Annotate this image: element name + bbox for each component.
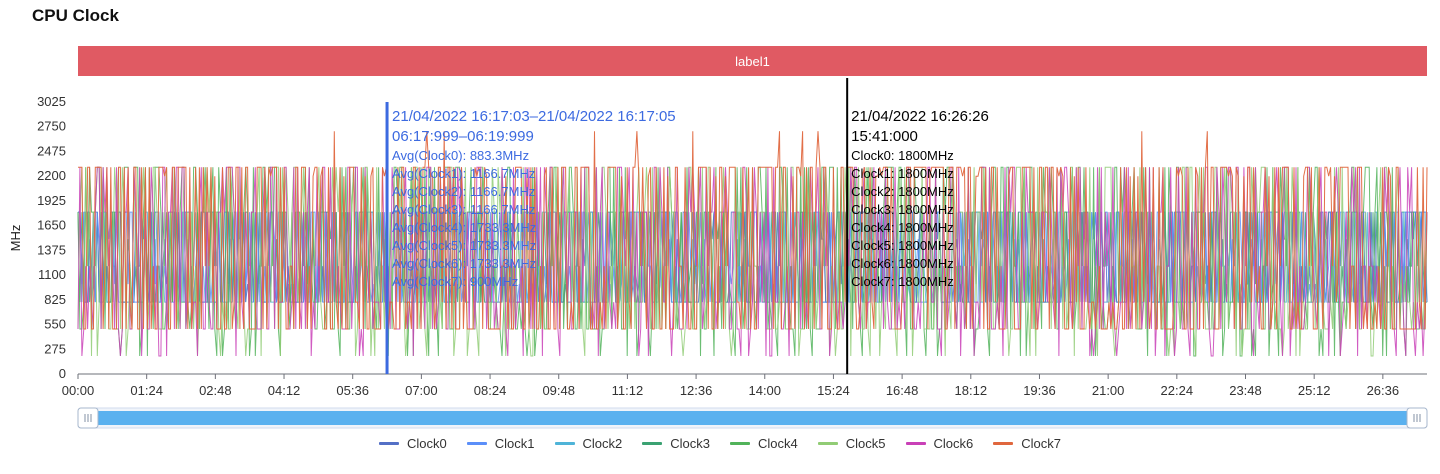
y-tick-label: 0: [59, 366, 66, 381]
x-tick-label: 12:36: [680, 383, 713, 398]
legend-swatch: [642, 442, 663, 445]
x-tick-label: 02:48: [199, 383, 232, 398]
x-tick-label: 04:12: [268, 383, 301, 398]
chart-title: CPU Clock: [32, 6, 119, 25]
y-tick-label: 2750: [37, 119, 66, 134]
y-tick-label: 1650: [37, 218, 66, 233]
legend-item-clock5[interactable]: Clock5: [817, 436, 886, 451]
legend-label: Clock0: [407, 436, 447, 451]
x-tick-label: 00:00: [62, 383, 95, 398]
y-tick-label: 825: [44, 292, 66, 307]
y-tick-label: 275: [44, 341, 66, 356]
range-annotation-item: Avg(Clock3): 1166.7MHz: [392, 202, 535, 217]
y-axis-label: MHz: [8, 225, 23, 252]
x-tick-label: 08:24: [474, 383, 507, 398]
legend-swatch: [379, 442, 399, 445]
legend-swatch: [730, 442, 750, 445]
range-annotation-item: Avg(Clock2): 1166.7MHz: [392, 184, 535, 199]
range-annotation-time: 21/04/2022 16:17:03–21/04/2022 16:17:05: [392, 108, 676, 125]
legend-label: Clock5: [845, 436, 886, 451]
x-tick-label: 16:48: [886, 383, 919, 398]
legend-item-clock4[interactable]: Clock4: [730, 436, 798, 451]
x-tick-label: 25:12: [1298, 383, 1331, 398]
x-tick-label: 07:00: [405, 383, 438, 398]
legend-item-clock0[interactable]: Clock0: [379, 436, 447, 451]
zoom-slider-fill: [88, 411, 1417, 425]
legend-item-clock7[interactable]: Clock7: [993, 436, 1061, 451]
x-tick-label: 05:36: [336, 383, 369, 398]
range-annotation-item: Avg(Clock4): 1733.3MHz: [392, 220, 536, 235]
point-annotation-time: 21/04/2022 16:26:26: [851, 108, 989, 125]
point-annotation-item: Clock0: 1800MHz: [851, 148, 954, 163]
chart-legend: Clock0 Clock1 Clock2 Clock3 Clock4 Clock5 Cloc…: [0, 436, 1440, 451]
point-annotation-item: Clock4: 1800MHz: [851, 220, 954, 235]
range-annotation-item: Avg(Clock6): 1733.3MHz: [392, 256, 536, 271]
point-annotation-item: Clock2: 1800MHz: [851, 184, 954, 199]
legend-swatch: [905, 442, 926, 445]
point-annotation-offset: 15:41:000: [851, 128, 918, 145]
x-tick-label: 14:00: [748, 383, 781, 398]
legend-label: Clock6: [933, 436, 974, 451]
legend-swatch: [554, 442, 575, 445]
legend-item-clock2[interactable]: Clock2: [554, 436, 623, 451]
y-tick-label: 2200: [37, 168, 66, 183]
range-annotation-item: Avg(Clock5): 1733.3MHz: [392, 238, 536, 253]
point-annotation-item: Clock7: 1800MHz: [851, 274, 954, 289]
series-line-clock7: [78, 131, 1428, 330]
point-annotation-item: Clock1: 1800MHz: [851, 166, 954, 181]
legend-item-clock6[interactable]: Clock6: [905, 436, 974, 451]
point-annotation-item: Clock3: 1800MHz: [851, 202, 954, 217]
legend-swatch: [817, 442, 838, 445]
legend-swatch: [466, 442, 487, 445]
legend-item-clock3[interactable]: Clock3: [642, 436, 710, 451]
legend-label: Clock3: [670, 436, 710, 451]
legend-item-clock1[interactable]: Clock1: [466, 436, 535, 451]
range-annotation-offset: 06:17:999–06:19:999: [392, 128, 534, 145]
y-tick-label: 1375: [37, 242, 66, 257]
y-tick-label: 2475: [37, 143, 66, 158]
x-tick-label: 09:48: [542, 383, 575, 398]
range-annotation-item: Avg(Clock1): 1166.7MHz: [392, 166, 535, 181]
legend-label: Clock4: [758, 436, 798, 451]
label-band[interactable]: label1: [78, 46, 1427, 76]
cpu-clock-chart[interactable]: MHz 0 275 550 825 1100 1375 1650 1925 2200 2475 275…: [0, 0, 1440, 430]
x-tick-label: 01:24: [130, 383, 163, 398]
point-annotation-item: Clock6: 1800MHz: [851, 256, 954, 271]
x-tick-label: 11:12: [612, 383, 644, 398]
legend-label: Clock1: [494, 436, 535, 451]
x-tick-label: 19:36: [1023, 383, 1056, 398]
x-tick-label: 23:48: [1229, 383, 1262, 398]
y-tick-label: 3025: [37, 94, 66, 109]
y-tick-label: 550: [44, 317, 66, 332]
range-annotation-item: Avg(Clock0): 883.3MHz: [392, 148, 529, 163]
x-tick-label: 21:00: [1092, 383, 1125, 398]
y-tick-label: 1100: [38, 267, 66, 282]
y-tick-label: 1925: [37, 193, 66, 208]
x-tick-label: 22:24: [1161, 383, 1194, 398]
legend-label: Clock7: [1021, 436, 1061, 451]
x-tick-label: 18:12: [955, 383, 988, 398]
legend-label: Clock2: [582, 436, 623, 451]
legend-swatch: [993, 442, 1014, 445]
x-tick-label: 15:24: [817, 383, 850, 398]
label-band-text: label1: [735, 53, 770, 69]
point-annotation-item: Clock5: 1800MHz: [851, 238, 954, 253]
range-annotation-item: Avg(Clock7): 900MHz: [392, 274, 518, 289]
x-tick-label: 26:36: [1367, 383, 1400, 398]
